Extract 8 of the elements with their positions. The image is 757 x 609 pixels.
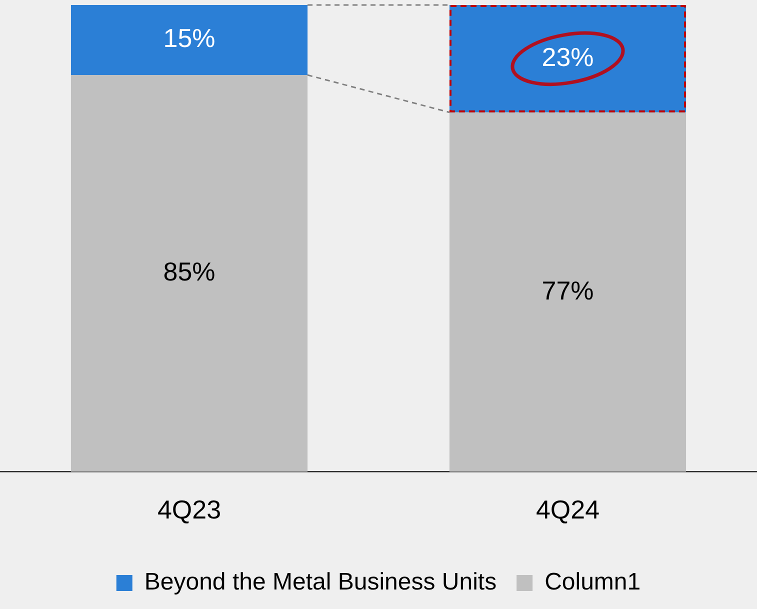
x-tick-label: 4Q24	[536, 494, 600, 525]
x-tick-label: 4Q23	[157, 494, 222, 525]
data-label: 85%	[163, 256, 216, 287]
data-label: 77%	[542, 275, 594, 306]
data-label: 23%	[542, 42, 594, 72]
data-label: 15%	[163, 23, 216, 54]
legend-label: Column1	[544, 568, 641, 596]
legend-label: Beyond the Metal Business Units	[144, 568, 497, 596]
